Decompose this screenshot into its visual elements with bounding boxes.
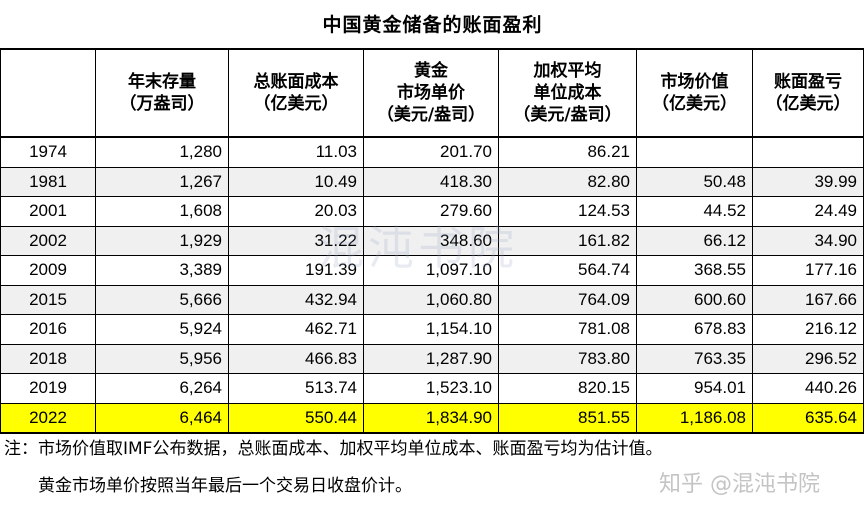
cell-profit: 216.12 bbox=[752, 314, 864, 345]
cell-market-value: 600.60 bbox=[636, 285, 753, 315]
cell-year: 1981 bbox=[0, 167, 96, 197]
cell-market-price: 1,834.90 bbox=[363, 403, 499, 434]
header-market-value: 市场价值 （亿美元） bbox=[636, 48, 753, 138]
cell-stock: 1,280 bbox=[95, 137, 229, 168]
cell-profit: 296.52 bbox=[752, 344, 864, 374]
cell-profit: 34.90 bbox=[752, 226, 864, 256]
cell-profit: 177.16 bbox=[752, 255, 864, 286]
table-row: 2009 3,389 191.39 1,097.10 564.74 368.55… bbox=[0, 255, 864, 286]
table-row: 2002 1,929 31.22 348.60 161.82 66.12 34.… bbox=[0, 226, 864, 256]
cell-year: 2002 bbox=[0, 226, 96, 256]
cell-market-price: 1,097.10 bbox=[363, 255, 499, 286]
cell-total-cost: 432.94 bbox=[228, 285, 364, 315]
cell-stock: 3,389 bbox=[95, 255, 229, 286]
cell-stock: 6,264 bbox=[95, 373, 229, 404]
cell-total-cost: 462.71 bbox=[228, 314, 364, 345]
table-row: 2001 1,608 20.03 279.60 124.53 44.52 24.… bbox=[0, 196, 864, 227]
cell-unit-cost: 781.08 bbox=[498, 314, 637, 345]
cell-year: 2001 bbox=[0, 196, 96, 227]
cell-market-price: 348.60 bbox=[363, 226, 499, 256]
cell-total-cost: 466.83 bbox=[228, 344, 364, 374]
header-unit-cost: 加权平均 单位成本 （美元/盎司） bbox=[498, 48, 637, 138]
cell-year: 2019 bbox=[0, 373, 96, 404]
cell-market-price: 1,287.90 bbox=[363, 344, 499, 374]
table-row: 2016 5,924 462.71 1,154.10 781.08 678.83… bbox=[0, 314, 864, 345]
cell-unit-cost: 820.15 bbox=[498, 373, 637, 404]
cell-total-cost: 10.49 bbox=[228, 167, 364, 197]
cell-market-value: 954.01 bbox=[636, 373, 753, 404]
cell-market-price: 1,154.10 bbox=[363, 314, 499, 345]
header-stock: 年末存量 （万盎司） bbox=[95, 48, 229, 138]
cell-profit: 440.26 bbox=[752, 373, 864, 404]
cell-year: 2015 bbox=[0, 285, 96, 315]
cell-profit: 24.49 bbox=[752, 196, 864, 227]
table-row: 2015 5,666 432.94 1,060.80 764.09 600.60… bbox=[0, 285, 864, 315]
cell-unit-cost: 82.80 bbox=[498, 167, 637, 197]
cell-market-price: 201.70 bbox=[363, 137, 499, 168]
cell-profit: 635.64 bbox=[752, 403, 864, 434]
cell-market-value: 763.35 bbox=[636, 344, 753, 374]
cell-unit-cost: 851.55 bbox=[498, 403, 637, 434]
cell-market-price: 1,060.80 bbox=[363, 285, 499, 315]
header-year bbox=[0, 48, 96, 138]
table-row: 1981 1,267 10.49 418.30 82.80 50.48 39.9… bbox=[0, 167, 864, 197]
cell-total-cost: 11.03 bbox=[228, 137, 364, 168]
cell-unit-cost: 564.74 bbox=[498, 255, 637, 286]
cell-total-cost: 513.74 bbox=[228, 373, 364, 404]
cell-market-value bbox=[636, 137, 753, 168]
cell-stock: 1,267 bbox=[95, 167, 229, 197]
cell-stock: 6,464 bbox=[95, 403, 229, 434]
cell-market-price: 1,523.10 bbox=[363, 373, 499, 404]
table-row: 1974 1,280 11.03 201.70 86.21 bbox=[0, 137, 864, 168]
cell-market-value: 50.48 bbox=[636, 167, 753, 197]
header-row: 年末存量 （万盎司） 总账面成本 （亿美元） 黄金 市场单价 （美元/盎司） 加… bbox=[0, 48, 864, 138]
cell-unit-cost: 86.21 bbox=[498, 137, 637, 168]
table-title: 中国黄金储备的账面盈利 bbox=[322, 14, 543, 36]
header-total-cost: 总账面成本 （亿美元） bbox=[228, 48, 364, 138]
footnote-line-2: 黄金市场单价按照当年最后一个交易日收盘价计。 bbox=[38, 476, 412, 496]
cell-market-price: 418.30 bbox=[363, 167, 499, 197]
cell-market-value: 66.12 bbox=[636, 226, 753, 256]
cell-year: 2022 bbox=[0, 403, 96, 434]
header-market-price: 黄金 市场单价 （美元/盎司） bbox=[363, 48, 499, 138]
cell-total-cost: 31.22 bbox=[228, 226, 364, 256]
table-row: 2019 6,264 513.74 1,523.10 820.15 954.01… bbox=[0, 373, 864, 404]
cell-market-value: 44.52 bbox=[636, 196, 753, 227]
cell-year: 2016 bbox=[0, 314, 96, 345]
cell-total-cost: 20.03 bbox=[228, 196, 364, 227]
cell-market-price: 279.60 bbox=[363, 196, 499, 227]
cell-unit-cost: 124.53 bbox=[498, 196, 637, 227]
cell-profit: 39.99 bbox=[752, 167, 864, 197]
cell-year: 2018 bbox=[0, 344, 96, 374]
cell-year: 1974 bbox=[0, 137, 96, 168]
cell-stock: 1,608 bbox=[95, 196, 229, 227]
gold-reserve-table: 年末存量 （万盎司） 总账面成本 （亿美元） 黄金 市场单价 （美元/盎司） 加… bbox=[0, 48, 864, 434]
cell-unit-cost: 161.82 bbox=[498, 226, 637, 256]
source-credit: 知乎 @混沌书院 bbox=[659, 472, 820, 497]
cell-stock: 5,666 bbox=[95, 285, 229, 315]
table-row-highlighted: 2022 6,464 550.44 1,834.90 851.55 1,186.… bbox=[0, 403, 864, 434]
cell-profit bbox=[752, 137, 864, 168]
cell-unit-cost: 764.09 bbox=[498, 285, 637, 315]
cell-stock: 1,929 bbox=[95, 226, 229, 256]
cell-profit: 167.66 bbox=[752, 285, 864, 315]
header-profit: 账面盈亏 （亿美元） bbox=[752, 48, 864, 138]
cell-stock: 5,956 bbox=[95, 344, 229, 374]
cell-year: 2009 bbox=[0, 255, 96, 286]
cell-market-value: 1,186.08 bbox=[636, 403, 753, 434]
cell-stock: 5,924 bbox=[95, 314, 229, 345]
cell-market-value: 368.55 bbox=[636, 255, 753, 286]
cell-unit-cost: 783.80 bbox=[498, 344, 637, 374]
table-row: 2018 5,956 466.83 1,287.90 783.80 763.35… bbox=[0, 344, 864, 374]
cell-market-value: 678.83 bbox=[636, 314, 753, 345]
cell-total-cost: 191.39 bbox=[228, 255, 364, 286]
cell-total-cost: 550.44 bbox=[228, 403, 364, 434]
footnote-line-1: 注：市场价值取IMF公布数据，总账面成本、加权平均单位成本、账面盈亏均为估计值。 bbox=[4, 439, 663, 459]
